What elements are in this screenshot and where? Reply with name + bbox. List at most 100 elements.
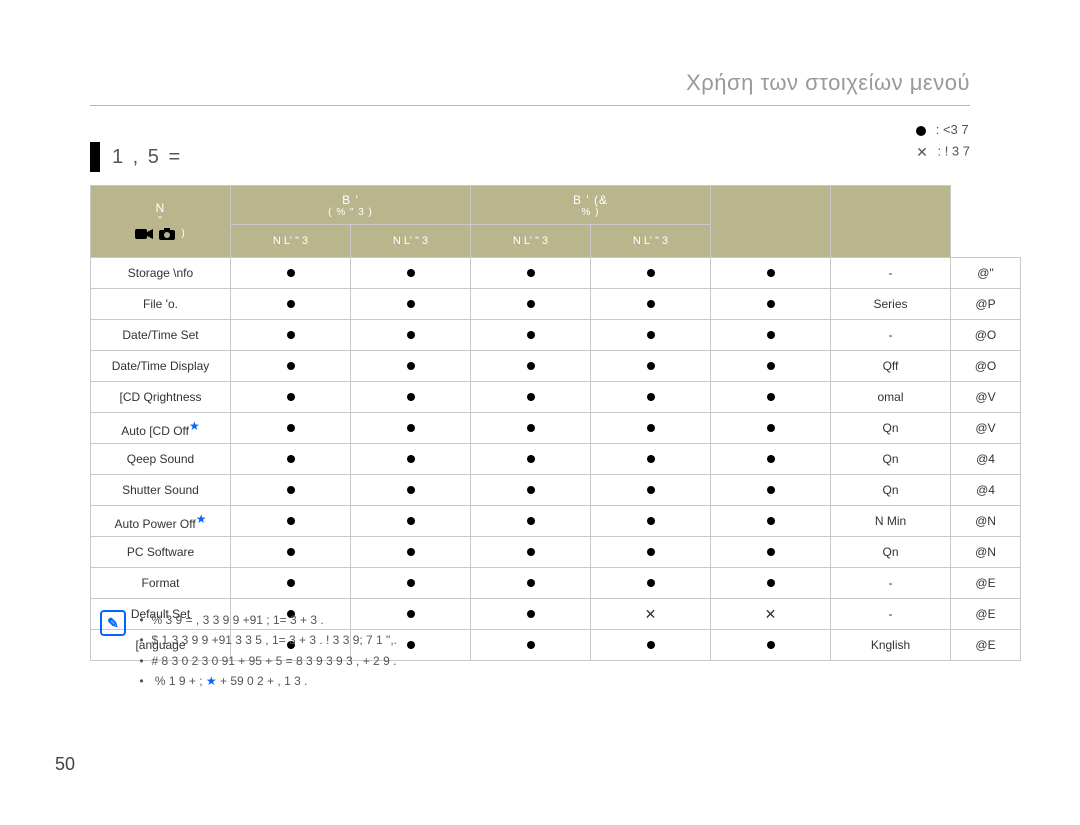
dot-icon	[407, 300, 415, 308]
dot-icon	[407, 579, 415, 587]
default-value: Series	[831, 289, 951, 320]
th-default	[711, 186, 831, 258]
cell	[351, 537, 471, 568]
cell	[471, 351, 591, 382]
default-value: N Min	[831, 506, 951, 537]
page-number: 50	[55, 754, 75, 775]
dot-icon	[287, 362, 295, 370]
cell	[591, 444, 711, 475]
default-value: Qn	[831, 475, 951, 506]
cell	[711, 506, 831, 537]
dot-icon	[287, 517, 295, 525]
page-ref: @O	[951, 351, 1021, 382]
default-value: -	[831, 568, 951, 599]
dot-icon	[287, 424, 295, 432]
cell	[591, 506, 711, 537]
cell	[351, 258, 471, 289]
table-body: Storage \nfo-@"File 'o.Series@PDate/Time…	[91, 258, 1021, 661]
cell	[711, 289, 831, 320]
dot-icon	[527, 269, 535, 277]
row-name: Auto Power Off★	[91, 506, 231, 537]
table-row: Auto [CD Off★Qn@V	[91, 413, 1021, 444]
note-1: % 3 9 = , 3 3 9 9 +91 ; 1= 3 + 3 .	[139, 610, 397, 630]
cell	[591, 289, 711, 320]
dot-icon	[527, 579, 535, 587]
dot-icon	[407, 393, 415, 401]
cell	[471, 258, 591, 289]
default-value: Qn	[831, 413, 951, 444]
cell	[231, 413, 351, 444]
row-name: Shutter Sound	[91, 475, 231, 506]
cell	[351, 413, 471, 444]
table-head: N " ) B '	[91, 186, 1021, 258]
section-title: 1 , 5 =	[112, 146, 182, 169]
default-value: Qn	[831, 537, 951, 568]
th-play-photo-1: N L' " 3	[471, 225, 591, 258]
dot-icon	[647, 517, 655, 525]
cell	[231, 320, 351, 351]
dot-icon	[527, 300, 535, 308]
dot-icon	[527, 362, 535, 370]
note-lines: % 3 9 = , 3 3 9 9 +91 ; 1= 3 + 3 . $ 1 3…	[139, 610, 397, 692]
cell	[591, 537, 711, 568]
paren-icon: )	[181, 228, 185, 239]
page-ref: @V	[951, 382, 1021, 413]
top-rule	[90, 105, 970, 106]
th-name-sub: "	[95, 215, 226, 226]
star-icon: ★	[189, 419, 200, 433]
row-name: Storage \nfo	[91, 258, 231, 289]
dot-icon	[767, 393, 775, 401]
cell	[351, 382, 471, 413]
row-name: Format	[91, 568, 231, 599]
default-value: Qff	[831, 351, 951, 382]
star-icon: ★	[196, 512, 207, 526]
default-value: -	[831, 320, 951, 351]
notes: ✎ % 3 9 = , 3 3 9 9 +91 ; 1= 3 + 3 . $ 1…	[100, 610, 980, 692]
cell	[231, 382, 351, 413]
cell	[351, 444, 471, 475]
dot-icon	[527, 517, 535, 525]
dot-icon	[527, 393, 535, 401]
photo-icon	[159, 228, 175, 240]
dot-icon	[647, 548, 655, 556]
row-name: Date/Time Display	[91, 351, 231, 382]
note-2: $ 1 3 3 9 9 +91 3 3 5 , 1= 3 + 3 . ! 3 3…	[139, 630, 397, 650]
dot-icon	[527, 486, 535, 494]
dot-icon	[767, 424, 775, 432]
cell	[711, 475, 831, 506]
default-value: Qn	[831, 444, 951, 475]
cell	[471, 382, 591, 413]
page-ref: @O	[951, 320, 1021, 351]
cell	[471, 289, 591, 320]
cell	[591, 320, 711, 351]
table-row: PC SoftwareQn@N	[91, 537, 1021, 568]
cell	[231, 444, 351, 475]
cell	[591, 382, 711, 413]
th-rec-photo-label: B ' (&	[475, 193, 706, 207]
table-row: Qeep SoundQn@4	[91, 444, 1021, 475]
page-ref: @N	[951, 506, 1021, 537]
dot-icon	[647, 455, 655, 463]
cell	[471, 320, 591, 351]
cross-icon: ✕	[916, 141, 928, 163]
cell	[711, 537, 831, 568]
dot-icon	[767, 300, 775, 308]
dot-icon	[647, 424, 655, 432]
row-name: PC Software	[91, 537, 231, 568]
section-marker	[90, 142, 100, 172]
dot-icon	[767, 486, 775, 494]
note-icon: ✎	[100, 610, 126, 636]
dot-icon	[767, 269, 775, 277]
cell	[471, 568, 591, 599]
note-3: # 8 3 0 2 3 0 91 + 95 + 5 = 8 3 9 3 9 3 …	[139, 651, 397, 671]
th-rec-video: B ' ( % " 3 )	[231, 186, 471, 225]
dot-icon	[527, 548, 535, 556]
dot-icon	[407, 455, 415, 463]
dot-icon	[767, 455, 775, 463]
cell	[471, 475, 591, 506]
cell	[591, 568, 711, 599]
dot-icon	[647, 269, 655, 277]
dot-icon	[527, 331, 535, 339]
dot-icon	[287, 269, 295, 277]
dot-icon	[647, 393, 655, 401]
